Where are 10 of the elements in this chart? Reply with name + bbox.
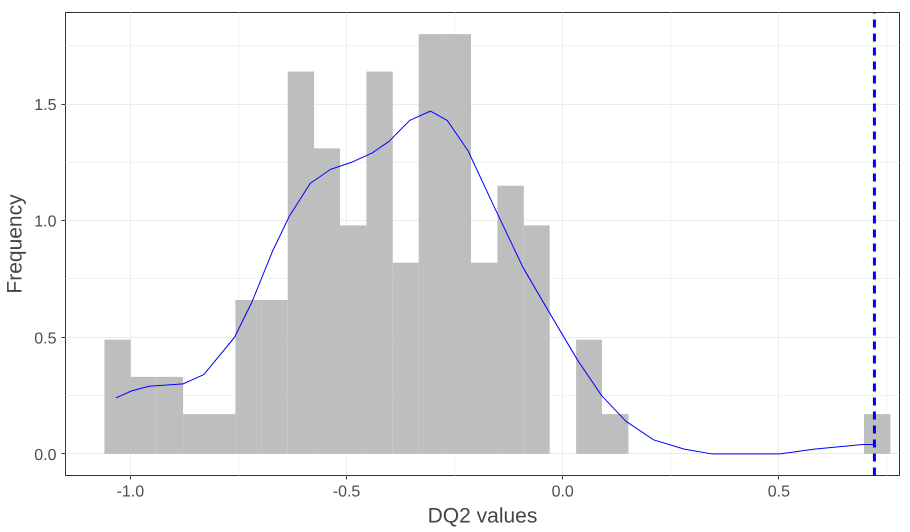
x-axis-title: DQ2 values — [428, 504, 538, 528]
y-tick-label: 1.5 — [34, 97, 57, 114]
y-tick-label: 1.0 — [34, 214, 57, 231]
x-tick-label: 0.5 — [768, 484, 790, 500]
y-tick-label: 0.5 — [34, 330, 57, 348]
y-axis-title: Frequency — [3, 194, 26, 294]
y-tick-label: 0.0 — [34, 446, 57, 464]
x-tick-label: -1.0 — [116, 484, 144, 500]
x-tick-label: -0.5 — [332, 484, 360, 500]
x-tick-label: 0.0 — [552, 484, 574, 500]
